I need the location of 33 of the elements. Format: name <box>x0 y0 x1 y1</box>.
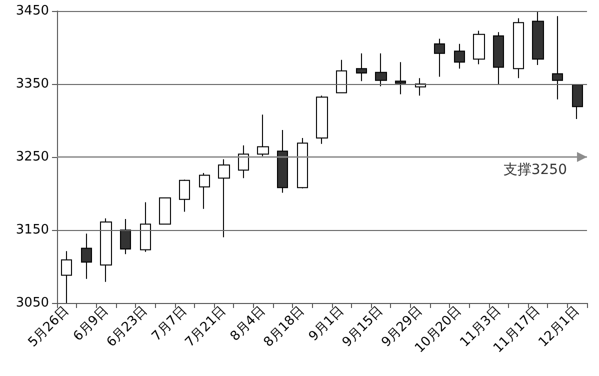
candlestick <box>552 16 563 100</box>
candlestick <box>356 52 367 82</box>
candlestick <box>120 218 131 255</box>
candlestick <box>316 95 328 144</box>
y-tick-label: 3050 <box>16 296 49 310</box>
candlestick <box>572 84 583 120</box>
candlestick <box>434 38 445 78</box>
candlestick <box>375 52 387 87</box>
candlestick <box>100 218 112 282</box>
candlestick <box>238 144 249 179</box>
y-tick-label: 3450 <box>16 4 49 18</box>
candlestick <box>395 62 406 95</box>
candlestick <box>532 11 544 66</box>
candlestick <box>218 158 230 238</box>
candlestick <box>454 43 465 70</box>
candlestick <box>277 129 288 194</box>
candlestick <box>493 32 504 86</box>
ref-line-label: 支撑3250 <box>503 162 567 178</box>
candlestick <box>415 78 426 96</box>
candlestick <box>159 197 171 225</box>
candlestick <box>257 114 269 157</box>
candlestick <box>199 172 210 210</box>
candlestick <box>513 18 524 79</box>
candlestick <box>61 250 72 304</box>
y-tick-label: 3350 <box>16 76 49 92</box>
candlestick <box>297 138 308 189</box>
candlestick <box>179 179 190 212</box>
candlestick <box>473 30 485 65</box>
candlestick <box>336 59 347 94</box>
candlestick <box>81 233 92 280</box>
y-tick-label: 3150 <box>16 222 49 238</box>
y-tick-label: 3250 <box>16 150 49 164</box>
candlestick <box>140 202 151 252</box>
